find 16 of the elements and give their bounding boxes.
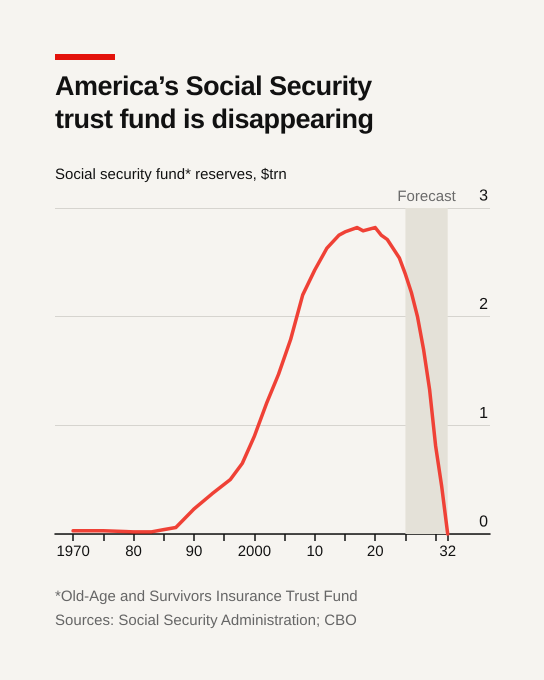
x-tick-label: 80 bbox=[125, 543, 142, 560]
chart-title: America’s Social Security trust fund is disappearing bbox=[55, 70, 375, 136]
x-tick-label: 90 bbox=[186, 543, 202, 560]
x-tick-label: 20 bbox=[366, 543, 384, 560]
x-tick-label: 32 bbox=[439, 543, 456, 560]
x-tick-label: 2000 bbox=[238, 543, 272, 560]
y-tick-label: 0 bbox=[479, 514, 488, 530]
x-tick-label: 10 bbox=[306, 543, 324, 560]
y-tick-label: 1 bbox=[479, 404, 488, 422]
text: *Old-Age and Survivors Insurance Trust Fund bbox=[55, 587, 358, 607]
y-tick-label: 3 bbox=[479, 188, 488, 204]
y-axis-title: Social security fund* reserves, $trn bbox=[55, 166, 287, 183]
source-note: Sources: Social Security Administration; CBO bbox=[55, 611, 358, 631]
band-label: Forecast bbox=[397, 188, 457, 205]
y-tick-label: 2 bbox=[479, 296, 488, 314]
x-tick-label: 1970 bbox=[56, 543, 90, 560]
